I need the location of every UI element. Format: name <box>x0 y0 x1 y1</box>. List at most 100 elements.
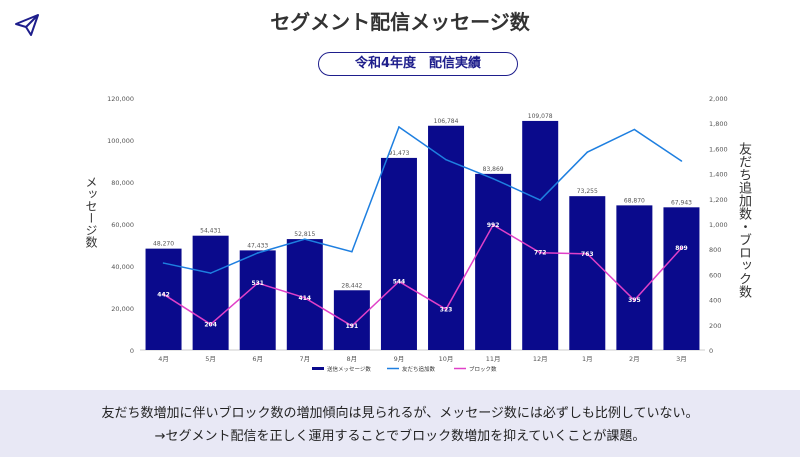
x-tick-label: 9月 <box>394 355 405 363</box>
y-tick-label: 120,000 <box>107 95 134 103</box>
summary-line-2: →セグメント配信を正しく運用することでブロック数増加を抑えていくことが課題。 <box>154 429 646 444</box>
combo-chart: 0 20,000 40,000 60,000 80,000 100,000 120,000 0… <box>107 95 728 373</box>
y2-tick-label: 600 <box>709 271 721 279</box>
x-tick-label: 7月 <box>299 355 310 363</box>
bar <box>522 120 559 350</box>
y2-tick-label: 200 <box>709 322 721 330</box>
y-tick-label: 40,000 <box>111 263 134 271</box>
bar <box>616 205 653 350</box>
friends-point <box>351 250 353 253</box>
y-axis-left-label: メッセージ数 <box>84 176 98 248</box>
bar-data-label: 73,255 <box>577 188 598 195</box>
blocks-point <box>491 223 495 227</box>
blocks-point <box>397 280 401 283</box>
y-tick-label: 80,000 <box>111 179 134 187</box>
bar-data-label: 91,473 <box>388 150 409 157</box>
blocks-data-label: 395 <box>628 297 641 304</box>
friends-point <box>539 199 542 201</box>
y-tick-label: 100,000 <box>107 137 134 145</box>
blocks-point <box>256 281 259 285</box>
x-tick-label: 6月 <box>252 355 263 363</box>
bar <box>663 207 700 350</box>
blocks-point <box>162 293 165 296</box>
x-tick-label: 1月 <box>582 355 593 363</box>
summary-panel <box>0 390 800 457</box>
summary-line-1: 友だち数増加に伴いブロック数の増加傾向は見られるが、メッセージ数には必ずしも比例… <box>101 406 699 421</box>
bar-data-label: 83,869 <box>483 166 504 173</box>
blocks-data-label: 204 <box>204 321 217 328</box>
bar-data-label: 47,433 <box>247 242 268 249</box>
bar-data-label: 106,784 <box>434 118 459 125</box>
legend-label: 友だち追加数 <box>402 365 436 373</box>
series-line-blocks <box>163 223 683 327</box>
page-title: セグメント配信メッセージ数 <box>270 10 530 34</box>
bar-data-label: 54,431 <box>200 228 221 235</box>
friends-point <box>256 252 259 254</box>
x-tick-label: 3月 <box>676 355 687 363</box>
friends-point <box>680 160 683 162</box>
friends-point <box>398 126 400 128</box>
y2-tick-label: 1,000 <box>709 221 728 229</box>
bar <box>192 235 229 350</box>
friends-point <box>633 128 636 131</box>
blocks-point <box>350 324 354 328</box>
friends-point <box>209 272 212 274</box>
y-tick-label: 60,000 <box>111 221 134 229</box>
y2-tick-label: 1,200 <box>709 196 728 204</box>
blocks-point <box>444 308 448 311</box>
bar <box>239 250 276 350</box>
bar-data-label: 52,815 <box>294 231 315 238</box>
y2-tick-label: 2,000 <box>709 95 728 103</box>
bar <box>428 125 465 350</box>
blocks-point <box>586 252 589 256</box>
blocks-point <box>633 299 636 302</box>
bar-data-label: 109,078 <box>528 113 553 120</box>
blocks-point <box>539 251 542 254</box>
friends-point <box>445 158 447 161</box>
x-tick-label: 12月 <box>533 355 548 363</box>
blocks-point <box>680 246 683 250</box>
friends-point <box>492 177 494 180</box>
blocks-data-label: 323 <box>440 306 453 313</box>
x-tick-label: 10月 <box>439 355 454 363</box>
x-tick-label: 5月 <box>205 355 216 363</box>
bar-data-label: 67,943 <box>671 199 692 206</box>
friends-point <box>586 151 589 153</box>
friends-point <box>162 262 165 264</box>
bar <box>333 290 370 350</box>
y2-tick-label: 400 <box>709 297 721 305</box>
chart-subtitle: 令和4年度 配信実績 <box>318 52 518 76</box>
blocks-data-label: 414 <box>299 295 312 302</box>
blocks-data-label: 763 <box>581 251 594 258</box>
x-tick-label: 11月 <box>486 355 501 363</box>
legend-swatch-messages <box>312 367 324 370</box>
blocks-point <box>303 296 306 300</box>
series-line-friends <box>163 125 682 274</box>
blocks-data-label: 544 <box>393 278 406 285</box>
legend-label: ブロック数 <box>469 365 497 373</box>
blocks-data-label: 772 <box>534 250 547 257</box>
bar-data-label: 48,270 <box>153 241 174 248</box>
x-tick-label: 8月 <box>347 355 358 363</box>
legend-label: 送信メッセージ数 <box>327 365 371 373</box>
blocks-data-label: 809 <box>675 245 688 252</box>
y2-tick-label: 1,800 <box>709 120 728 128</box>
y2-tick-label: 1,600 <box>709 145 728 153</box>
y2-tick-label: 800 <box>709 246 721 254</box>
paper-plane-icon <box>15 14 39 36</box>
blocks-data-label: 531 <box>251 280 264 287</box>
blocks-data-label: 191 <box>346 323 359 330</box>
y-tick-label: 20,000 <box>111 305 134 313</box>
bar <box>569 196 606 350</box>
x-tick-label: 2月 <box>629 355 640 363</box>
blocks-data-label: 992 <box>487 222 500 229</box>
bar-data-label: 28,442 <box>341 282 362 289</box>
y2-tick-label: 0 <box>709 347 713 355</box>
bar-data-label: 68,870 <box>624 197 645 204</box>
friends-point <box>303 238 306 240</box>
blocks-data-label: 442 <box>157 291 170 298</box>
y2-tick-label: 1,400 <box>709 171 728 179</box>
blocks-point <box>209 323 212 326</box>
x-tick-label: 4月 <box>158 355 169 363</box>
y-tick-label: 0 <box>130 347 134 355</box>
